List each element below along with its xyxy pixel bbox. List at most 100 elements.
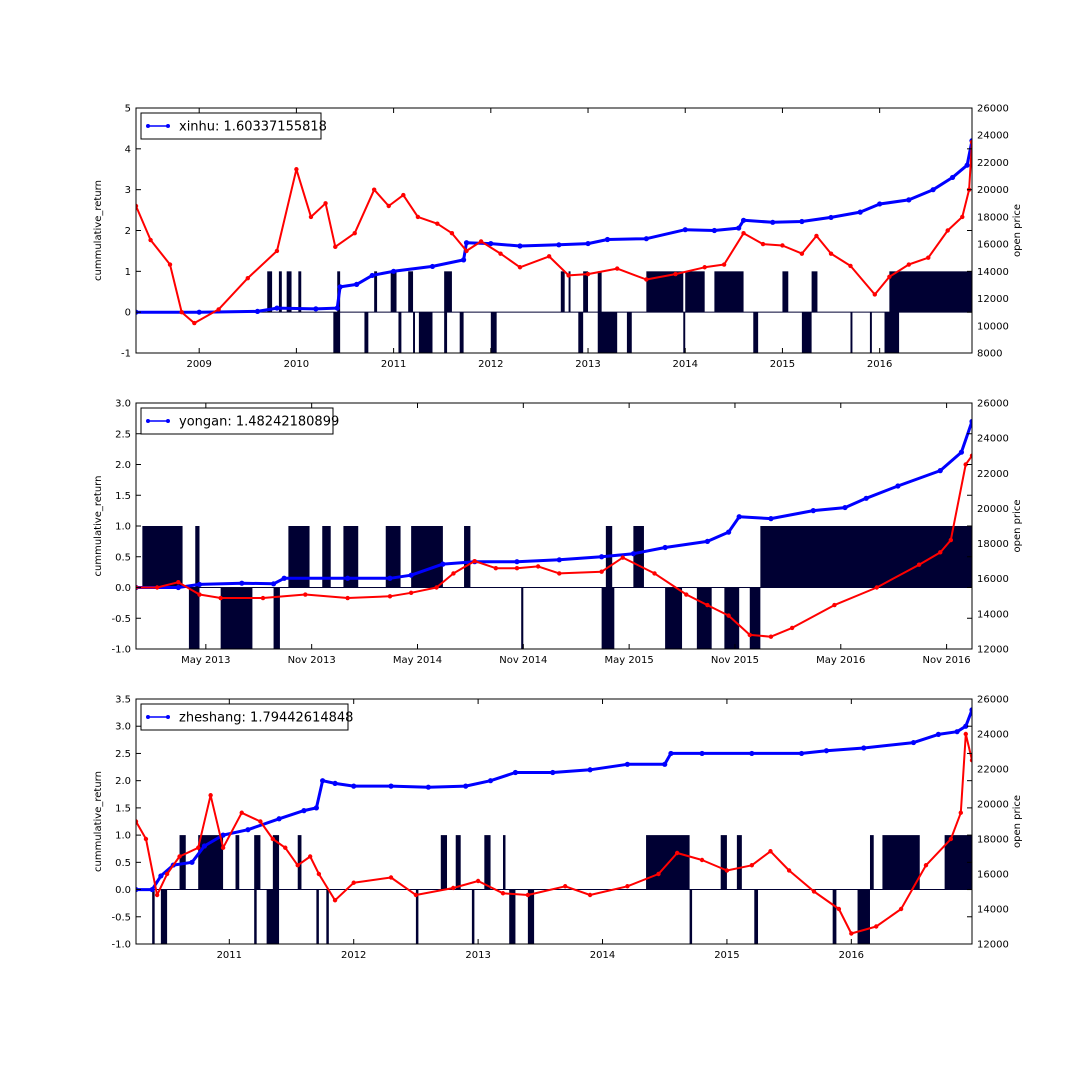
open-price-marker xyxy=(874,924,879,929)
open-price-marker xyxy=(674,850,680,856)
cumulative-return-marker xyxy=(823,748,830,754)
signal-bar-positive xyxy=(782,271,789,313)
open-price-marker xyxy=(167,262,173,267)
signal-bar-negative xyxy=(490,312,497,353)
cumulative-return-marker xyxy=(196,309,202,315)
open-price-marker xyxy=(270,836,276,842)
signal-bar-negative xyxy=(626,312,632,353)
cumulative-return-marker xyxy=(958,449,965,455)
signal-bar-positive xyxy=(408,271,414,313)
open-price-marker xyxy=(525,892,531,898)
plot-area xyxy=(136,418,972,649)
open-price-marker xyxy=(811,889,817,894)
x-tick-label: 2012 xyxy=(478,359,503,370)
x-tick-label: 2012 xyxy=(341,950,366,961)
signal-bar-positive xyxy=(440,835,448,890)
open-price-marker xyxy=(832,602,837,608)
open-price-marker xyxy=(926,255,931,260)
signal-bar-negative xyxy=(471,889,475,944)
x-tick-label: 2013 xyxy=(575,359,600,370)
signal-bar-positive xyxy=(343,526,359,588)
signal-bar-positive xyxy=(583,271,589,313)
open-price-marker xyxy=(945,228,950,233)
cumulative-return-marker xyxy=(517,243,523,249)
y2-tick-label: 10000 xyxy=(977,321,1009,332)
signal-bar-positive xyxy=(254,835,261,890)
x-tick-label: 2013 xyxy=(465,950,490,961)
cumulative-return-marker xyxy=(749,750,755,757)
signal-bar-negative xyxy=(753,312,759,353)
open-price-marker xyxy=(726,613,731,618)
y-tick-label: 5 xyxy=(125,104,131,115)
legend-label: yongan: 1.48242180899 xyxy=(179,415,339,430)
cumulative-return-marker xyxy=(587,767,593,773)
open-price-marker xyxy=(814,233,819,239)
signal-bar-negative xyxy=(578,312,584,353)
open-price-marker xyxy=(196,845,201,850)
cumulative-return-marker xyxy=(334,305,340,311)
open-price-marker xyxy=(721,262,727,267)
signal-bar-negative xyxy=(749,587,761,649)
signal-bar-positive xyxy=(272,835,280,890)
cumulative-return-marker xyxy=(276,816,282,822)
axes-frame xyxy=(135,698,973,945)
y2-tick-label: 14000 xyxy=(977,609,1009,620)
signal-bar-negative xyxy=(273,587,280,649)
signal-bar-positive xyxy=(882,835,920,890)
open-price-marker xyxy=(220,845,226,850)
plot-area xyxy=(136,707,972,944)
open-price-marker xyxy=(874,585,879,590)
open-price-marker xyxy=(351,880,356,885)
cumulative-return-marker xyxy=(662,544,668,551)
cumulative-return-marker xyxy=(770,219,776,225)
y2-tick-label: 24000 xyxy=(977,434,1009,445)
y2-tick-label: 18000 xyxy=(977,835,1009,846)
legend: yongan: 1.48242180899 xyxy=(140,407,339,435)
cumulative-return-marker xyxy=(949,174,956,181)
x-tick-label: May 2016 xyxy=(816,655,865,666)
cumulative-return-marker xyxy=(460,257,467,263)
signal-bar-negative xyxy=(444,312,448,353)
open-price-marker xyxy=(614,266,620,271)
open-price-marker xyxy=(316,871,322,877)
x-tick-label: 2015 xyxy=(770,359,795,370)
x-tick-label: Nov 2013 xyxy=(288,655,336,666)
signal-bar-negative xyxy=(665,587,683,649)
legend-marker xyxy=(146,715,150,719)
open-price-marker xyxy=(295,863,300,868)
open-price-marker xyxy=(969,453,972,458)
cumulative-return-marker xyxy=(514,559,520,565)
open-price-marker xyxy=(352,231,357,236)
open-price-marker xyxy=(906,262,912,267)
x-tick-label: Nov 2015 xyxy=(711,655,759,666)
cumulative-return-marker xyxy=(189,859,195,865)
open-price-marker xyxy=(923,863,929,868)
open-price-marker xyxy=(493,565,498,571)
y2-axis-label: open price xyxy=(1012,204,1023,257)
cumulative-return-marker xyxy=(736,225,742,231)
open-price-line xyxy=(136,141,972,325)
open-price-marker xyxy=(849,931,854,936)
y-tick-label: 2.0 xyxy=(115,460,131,471)
signal-bar-negative xyxy=(152,889,155,944)
signal-bar-negative xyxy=(459,312,464,353)
y-tick-label: 0 xyxy=(125,308,131,319)
y-tick-label: 1.5 xyxy=(115,803,131,814)
plot-area xyxy=(136,138,972,353)
signal-bar-negative xyxy=(418,312,433,353)
legend-marker xyxy=(166,715,170,719)
open-price-marker xyxy=(148,237,153,243)
cumulative-return-marker xyxy=(810,508,816,514)
cumulative-return-marker xyxy=(895,483,901,489)
open-price-marker xyxy=(969,758,972,763)
open-price-marker xyxy=(789,625,795,631)
signal-bar-negative xyxy=(683,312,686,353)
open-price-marker xyxy=(449,231,455,236)
open-price-marker xyxy=(239,810,244,815)
open-price-marker xyxy=(799,251,805,256)
y-axis-label: cummulative_return xyxy=(93,771,104,872)
cumulative-return-marker xyxy=(857,209,863,215)
signal-bar-positive xyxy=(267,271,273,313)
signal-bar-negative xyxy=(509,889,516,944)
open-price-marker xyxy=(143,836,149,842)
